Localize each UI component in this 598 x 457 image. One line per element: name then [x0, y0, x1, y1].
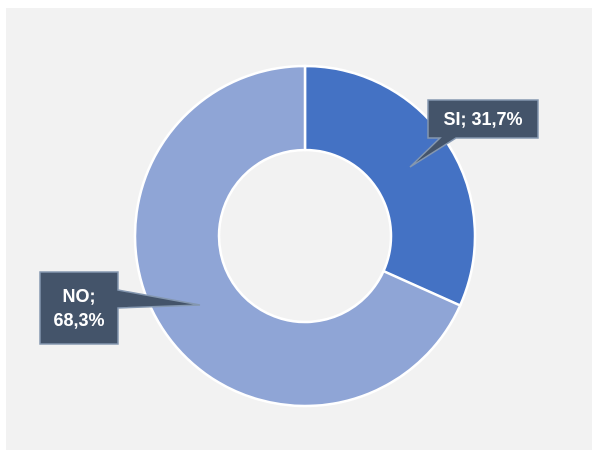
slice — [133, 64, 462, 408]
callout-box — [409, 99, 539, 168]
data-label: SI; 31,7% — [443, 109, 523, 129]
callout-box — [39, 271, 201, 345]
data-label: NO; 68,3% — [53, 286, 105, 330]
